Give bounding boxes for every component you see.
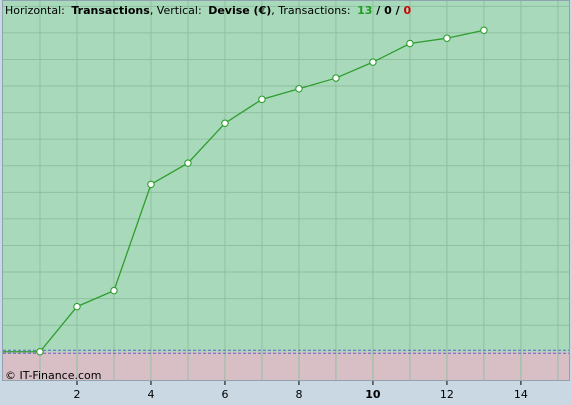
data-point [369, 58, 377, 66]
data-point [295, 84, 303, 93]
vertical-value: Devise (€) [208, 4, 271, 17]
transactions-count-negative: 0 [403, 4, 411, 17]
data-point [443, 34, 451, 42]
vertical-label: , Vertical: [150, 4, 202, 17]
data-point [221, 119, 229, 127]
x-tick-label: 8 [295, 388, 302, 401]
count-separator-1: / [372, 4, 384, 17]
data-point [258, 95, 266, 104]
watermark: © IT-Finance.com [5, 369, 102, 382]
data-point [406, 39, 414, 48]
horizontal-value: Transactions [71, 4, 150, 17]
x-tick-label: 14 [514, 388, 528, 401]
x-tick-label: 6 [221, 388, 228, 401]
data-point [36, 348, 44, 356]
data-point [332, 74, 340, 82]
transactions-count-total: 13 [357, 4, 372, 17]
data-point [110, 286, 118, 295]
horizontal-label: Horizontal: [5, 4, 65, 17]
data-point [73, 302, 81, 311]
count-separator-2: / [392, 4, 404, 17]
data-point [147, 180, 155, 189]
chart-header: Horizontal: Transactions, Vertical: Devi… [5, 4, 411, 17]
transactions-label: , Transactions: [271, 4, 350, 17]
data-point [184, 159, 192, 167]
plot-border [2, 0, 570, 381]
x-tick-label: 2 [73, 388, 80, 401]
loss-zone [3, 351, 569, 381]
equity-line [3, 29, 485, 353]
x-tick-label: 12 [440, 388, 454, 401]
x-tick-label: 10 [365, 388, 381, 401]
data-point [480, 26, 488, 34]
x-tick-label: 4 [147, 388, 154, 401]
transactions-count-zero: 0 [384, 4, 392, 17]
